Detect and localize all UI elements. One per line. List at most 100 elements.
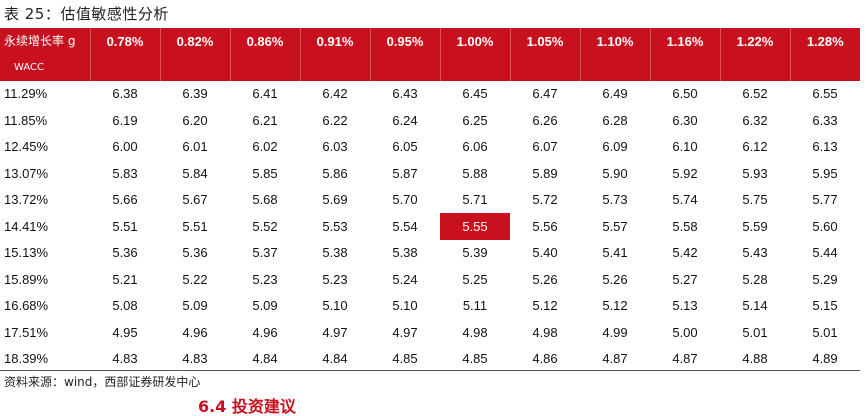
header-spacer-cell bbox=[90, 54, 161, 81]
valuation-cell: 5.89 bbox=[532, 165, 558, 181]
valuation-cell: 6.30 bbox=[672, 112, 698, 128]
valuation-cell: 6.45 bbox=[462, 86, 488, 102]
growth-rate-header: 1.00% bbox=[440, 28, 511, 55]
valuation-cell: 5.12 bbox=[532, 298, 558, 314]
valuation-cell: 5.86 bbox=[322, 165, 348, 181]
valuation-cell: 5.56 bbox=[532, 218, 558, 234]
wacc-value: 16.68% bbox=[4, 298, 49, 314]
valuation-cell: 6.38 bbox=[112, 86, 138, 102]
valuation-cell: 5.72 bbox=[532, 192, 558, 208]
valuation-cell: 5.40 bbox=[532, 245, 558, 261]
header-spacer-cell bbox=[720, 54, 791, 81]
valuation-cell: 6.41 bbox=[252, 86, 278, 102]
valuation-cell: 5.74 bbox=[672, 192, 698, 208]
header-spacer-cell bbox=[580, 54, 651, 81]
valuation-cell: 4.85 bbox=[392, 351, 418, 367]
valuation-cell: 5.66 bbox=[112, 192, 138, 208]
valuation-cell: 5.36 bbox=[112, 245, 138, 261]
table-row: 11.85% 6.19 6.20 6.21 6.22 6.24 6.25 6.26 6.28 6.… bbox=[0, 107, 860, 134]
next-section-heading: 6.4 投资建议 bbox=[198, 397, 296, 416]
valuation-cell: 4.97 bbox=[322, 324, 348, 340]
valuation-cell: 5.00 bbox=[672, 324, 698, 340]
valuation-cell: 5.44 bbox=[812, 245, 838, 261]
growth-rate-header: 0.86% bbox=[230, 28, 301, 55]
growth-rate-header: 0.95% bbox=[370, 28, 441, 55]
wacc-value: 15.13% bbox=[4, 245, 49, 261]
valuation-cell: 5.83 bbox=[112, 165, 138, 181]
valuation-cell: 5.84 bbox=[182, 165, 208, 181]
valuation-cell: 4.84 bbox=[252, 351, 278, 367]
header-row-wacc: WACC bbox=[0, 54, 860, 81]
valuation-cell: 5.23 bbox=[322, 271, 348, 287]
sensitivity-table: 永续增长率 g 0.78% 0.82% 0.86% 0.91% 0.95% 1.00% 1.… bbox=[0, 28, 860, 372]
highlighted-value: 5.55 bbox=[462, 218, 488, 234]
highlight-background bbox=[440, 213, 510, 240]
valuation-cell: 5.10 bbox=[392, 298, 418, 314]
valuation-cell: 5.90 bbox=[602, 165, 628, 181]
growth-rate-header: 0.82% bbox=[160, 28, 231, 55]
header-spacer-cell bbox=[790, 54, 860, 81]
valuation-cell: 4.87 bbox=[672, 351, 698, 367]
growth-rate-header: 0.78% bbox=[90, 28, 161, 55]
valuation-cell: 5.01 bbox=[742, 324, 768, 340]
valuation-cell: 5.41 bbox=[602, 245, 628, 261]
valuation-cell: 6.43 bbox=[392, 86, 418, 102]
valuation-cell: 6.42 bbox=[322, 86, 348, 102]
growth-rate-label: 永续增长率 g bbox=[0, 28, 91, 55]
valuation-cell: 5.87 bbox=[392, 165, 418, 181]
table-row: 15.89% 5.21 5.22 5.23 5.23 5.24 5.25 5.26 5.26 5.… bbox=[0, 266, 860, 293]
header-spacer-cell bbox=[650, 54, 721, 81]
table-row: 11.29% 6.38 6.39 6.41 6.42 6.43 6.45 6.47 6.49 6.… bbox=[0, 81, 860, 108]
valuation-cell: 5.59 bbox=[742, 218, 768, 234]
valuation-cell: 5.73 bbox=[602, 192, 628, 208]
valuation-cell: 4.89 bbox=[812, 351, 838, 367]
valuation-cell: 6.02 bbox=[252, 139, 278, 155]
valuation-cell: 5.69 bbox=[322, 192, 348, 208]
valuation-cell: 5.52 bbox=[252, 218, 278, 234]
valuation-cell: 5.85 bbox=[252, 165, 278, 181]
valuation-cell: 6.05 bbox=[392, 139, 418, 155]
valuation-cell: 6.32 bbox=[742, 112, 768, 128]
valuation-cell: 6.50 bbox=[672, 86, 698, 102]
table-row: 15.13% 5.36 5.36 5.37 5.38 5.38 5.39 5.40 5.41 5.… bbox=[0, 240, 860, 267]
valuation-cell: 6.09 bbox=[602, 139, 628, 155]
valuation-cell: 4.96 bbox=[252, 324, 278, 340]
valuation-cell: 6.55 bbox=[812, 86, 838, 102]
valuation-cell: 5.60 bbox=[812, 218, 838, 234]
valuation-cell: 5.71 bbox=[462, 192, 488, 208]
valuation-cell: 6.00 bbox=[112, 139, 138, 155]
valuation-cell: 4.99 bbox=[602, 324, 628, 340]
wacc-value: 17.51% bbox=[4, 324, 49, 340]
valuation-cell: 5.22 bbox=[182, 271, 208, 287]
valuation-cell: 5.43 bbox=[742, 245, 768, 261]
table-row: 14.41% 5.51 5.51 5.52 5.53 5.54 5.55 5.56 5.57 5.… bbox=[0, 213, 860, 240]
valuation-cell: 5.95 bbox=[812, 165, 838, 181]
highlighted-valuation-cell: 5.55 bbox=[440, 213, 510, 240]
valuation-cell: 6.03 bbox=[322, 139, 348, 155]
valuation-cell: 6.52 bbox=[742, 86, 768, 102]
valuation-cell: 6.26 bbox=[532, 112, 558, 128]
valuation-cell: 5.53 bbox=[322, 218, 348, 234]
valuation-cell: 4.95 bbox=[112, 324, 138, 340]
valuation-cell: 5.13 bbox=[672, 298, 698, 314]
valuation-cell: 4.97 bbox=[392, 324, 418, 340]
valuation-cell: 6.47 bbox=[532, 86, 558, 102]
growth-rate-header: 1.22% bbox=[720, 28, 791, 55]
valuation-cell: 6.12 bbox=[742, 139, 768, 155]
valuation-cell: 5.42 bbox=[672, 245, 698, 261]
valuation-cell: 5.67 bbox=[182, 192, 208, 208]
wacc-value: 18.39% bbox=[4, 351, 49, 367]
valuation-cell: 5.93 bbox=[742, 165, 768, 181]
wacc-value: 12.45% bbox=[4, 139, 49, 155]
valuation-cell: 5.12 bbox=[602, 298, 628, 314]
valuation-cell: 6.49 bbox=[602, 86, 628, 102]
wacc-value: 15.89% bbox=[4, 271, 49, 287]
valuation-cell: 5.23 bbox=[252, 271, 278, 287]
growth-rate-header: 1.28% bbox=[790, 28, 860, 55]
valuation-cell: 6.07 bbox=[532, 139, 558, 155]
wacc-value: 13.72% bbox=[4, 192, 49, 208]
growth-rate-header: 1.10% bbox=[580, 28, 651, 55]
header-spacer-cell bbox=[160, 54, 231, 81]
valuation-cell: 5.38 bbox=[322, 245, 348, 261]
valuation-cell: 5.51 bbox=[112, 218, 138, 234]
